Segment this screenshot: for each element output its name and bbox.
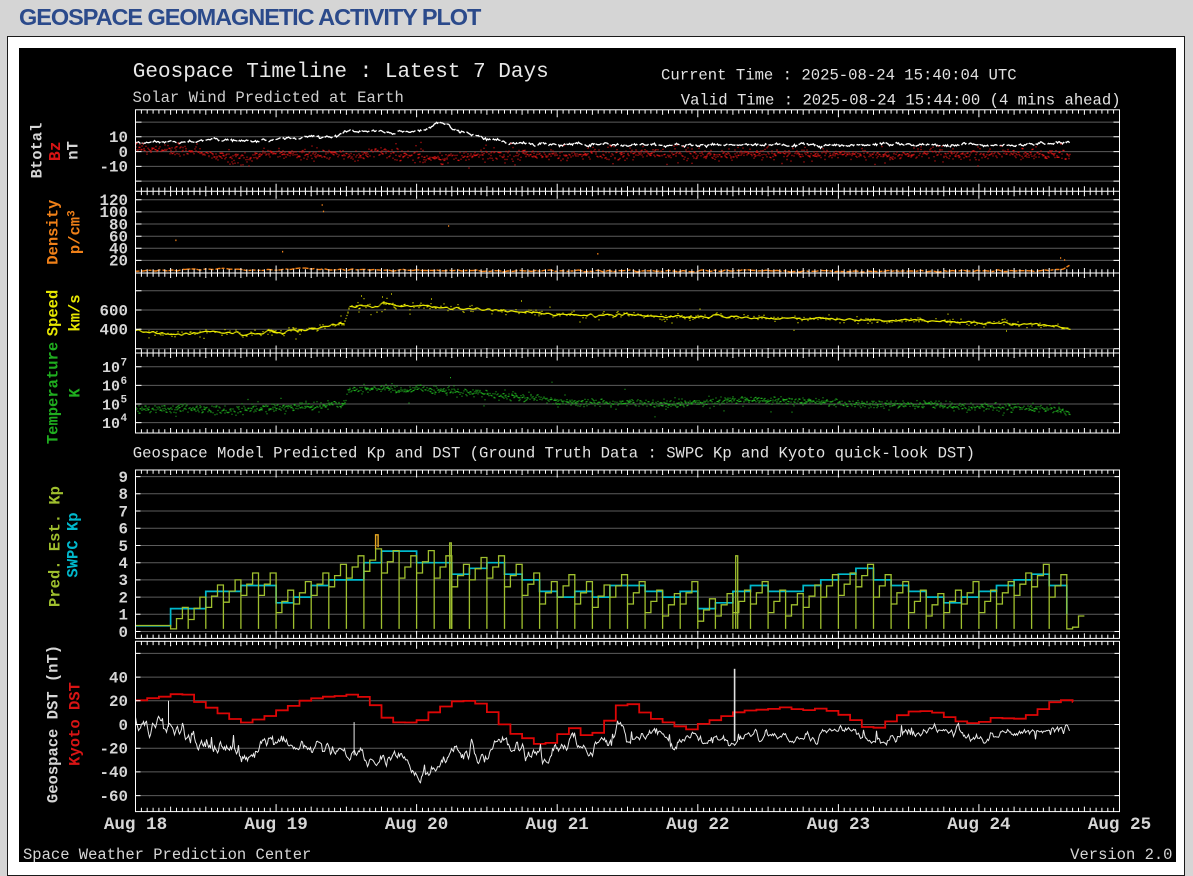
svg-text:SWPC Kp: SWPC Kp <box>65 512 83 577</box>
svg-text:400: 400 <box>100 322 128 340</box>
svg-text:Aug 20: Aug 20 <box>385 815 448 835</box>
svg-text:0: 0 <box>119 624 128 642</box>
svg-text:100: 100 <box>100 204 128 222</box>
svg-text:-40: -40 <box>100 764 128 782</box>
svg-text:4: 4 <box>119 555 129 573</box>
svg-text:Speed: Speed <box>45 290 63 337</box>
svg-text:2: 2 <box>119 589 128 607</box>
svg-text:-60: -60 <box>100 788 128 806</box>
svg-text:10: 10 <box>102 379 120 396</box>
svg-text:-20: -20 <box>100 741 128 759</box>
svg-text:Valid Time : 2025-08-24 15:44:: Valid Time : 2025-08-24 15:44:00 (4 mins… <box>681 92 1121 110</box>
svg-text:Solar Wind Predicted at Earth: Solar Wind Predicted at Earth <box>133 89 404 107</box>
svg-text:10: 10 <box>102 416 120 433</box>
svg-text:6: 6 <box>121 376 128 388</box>
svg-text:Geospace Model Predicted Kp an: Geospace Model Predicted Kp and DST (Gro… <box>133 445 975 463</box>
svg-text:km/s: km/s <box>67 294 85 331</box>
svg-text:Bz: Bz <box>46 141 65 161</box>
svg-text:Aug 25: Aug 25 <box>1088 815 1151 835</box>
svg-text:Aug 23: Aug 23 <box>807 815 870 835</box>
svg-text:6: 6 <box>119 521 128 539</box>
svg-text:Aug 18: Aug 18 <box>104 815 167 835</box>
svg-text:3: 3 <box>119 572 128 590</box>
svg-text:Geospace DST (nT): Geospace DST (nT) <box>45 645 63 803</box>
svg-text:p/cm3: p/cm3 <box>67 210 85 254</box>
svg-text:-10: -10 <box>100 159 128 177</box>
svg-text:10: 10 <box>102 397 120 414</box>
svg-text:5: 5 <box>121 395 128 407</box>
svg-text:0: 0 <box>119 717 128 735</box>
svg-text:Kyoto DST: Kyoto DST <box>67 682 85 766</box>
svg-text:Aug 21: Aug 21 <box>526 815 589 835</box>
svg-text:20: 20 <box>109 693 128 711</box>
svg-text:80: 80 <box>109 216 128 234</box>
svg-text:Temperature: Temperature <box>45 342 63 444</box>
svg-text:10: 10 <box>102 360 120 377</box>
svg-text:0: 0 <box>119 144 128 162</box>
svg-text:7: 7 <box>121 357 128 369</box>
svg-text:1: 1 <box>119 607 128 625</box>
svg-text:40: 40 <box>109 669 128 687</box>
svg-text:4: 4 <box>121 413 128 425</box>
svg-text:Density: Density <box>45 200 63 265</box>
svg-text:20: 20 <box>109 253 128 271</box>
svg-text:Version 2.0: Version 2.0 <box>1070 846 1172 862</box>
svg-text:Btotal: Btotal <box>29 123 47 179</box>
svg-text:5: 5 <box>119 538 128 556</box>
svg-text:10: 10 <box>109 129 128 147</box>
svg-text:600: 600 <box>100 302 128 320</box>
svg-text:Current Time : 2025-08-24 15:4: Current Time : 2025-08-24 15:40:04 UTC <box>661 67 1017 85</box>
svg-text:60: 60 <box>109 229 128 247</box>
svg-text:Geospace Timeline : Latest 7 D: Geospace Timeline : Latest 7 Days <box>133 61 549 84</box>
svg-text:120: 120 <box>100 192 128 210</box>
svg-text:Space Weather Prediction Cente: Space Weather Prediction Center <box>23 846 311 862</box>
svg-text:Aug 22: Aug 22 <box>666 815 729 835</box>
svg-text:nT: nT <box>65 141 83 160</box>
svg-text:40: 40 <box>109 241 128 259</box>
svg-text:Pred. Est. Kp: Pred. Est. Kp <box>47 486 65 607</box>
svg-text:Aug 24: Aug 24 <box>947 815 1011 835</box>
svg-text:8: 8 <box>119 486 128 504</box>
svg-text:7: 7 <box>119 503 128 521</box>
svg-text:K: K <box>67 388 85 398</box>
svg-text:Aug 19: Aug 19 <box>244 815 307 835</box>
svg-text:9: 9 <box>119 469 128 487</box>
